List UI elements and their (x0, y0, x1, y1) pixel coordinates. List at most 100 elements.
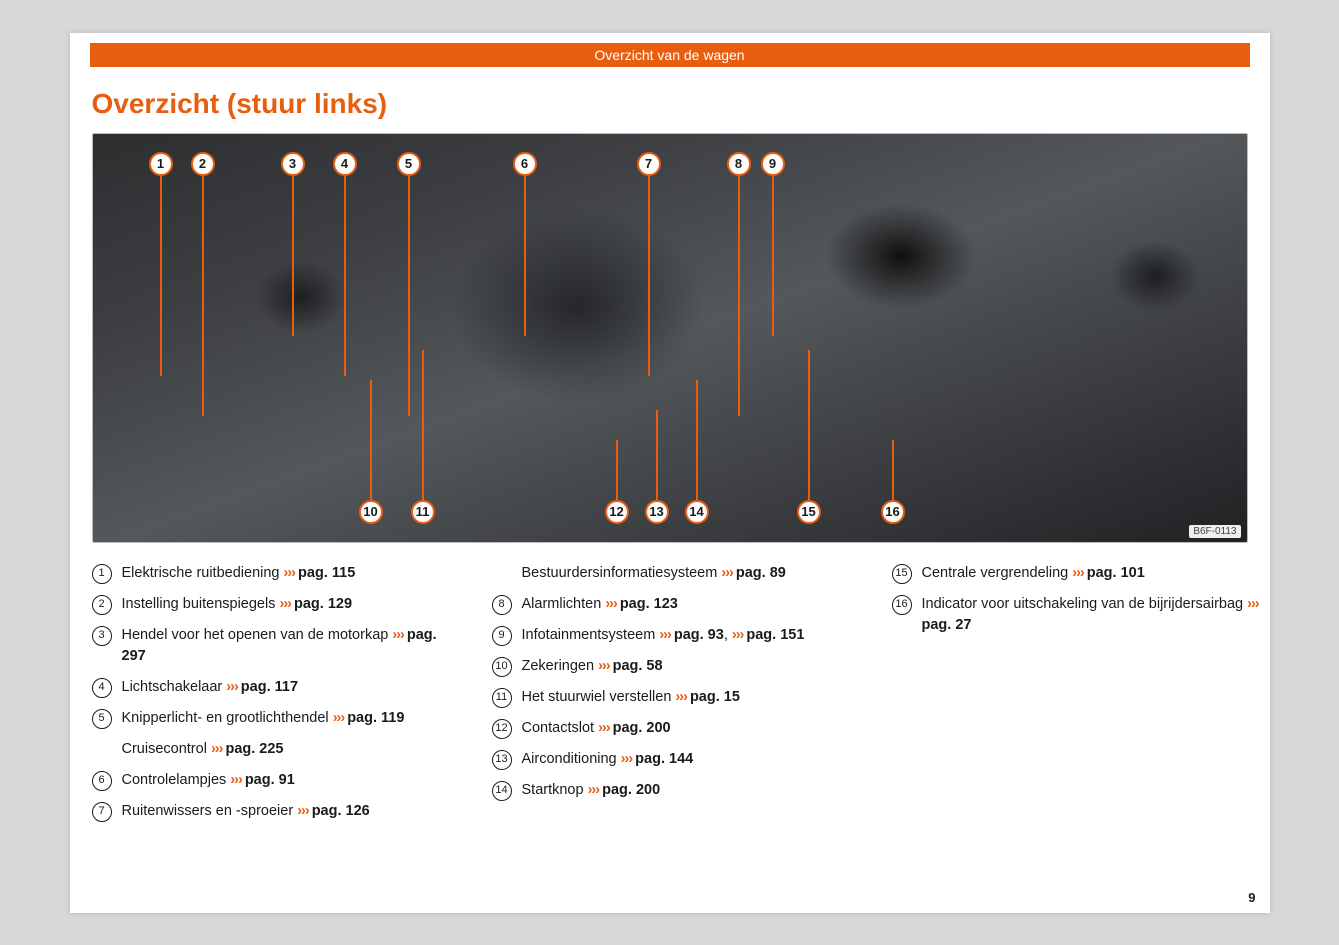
chevron-icon: ››› (598, 658, 613, 674)
legend-text: Startknop ››› pag. 200 (522, 780, 862, 801)
page-reference[interactable]: pag. 115 (298, 565, 355, 581)
leader-14 (696, 380, 698, 500)
legend-text: Het stuurwiel verstellen ››› pag. 15 (522, 687, 862, 708)
leader-9 (772, 176, 774, 336)
legend-item: 5Knipperlicht- en grootlichthendel ››› p… (92, 708, 462, 729)
legend-number: 1 (92, 564, 112, 584)
legend-text: Contactslot ››› pag. 200 (522, 718, 862, 739)
chevron-icon: ››› (588, 782, 603, 798)
page-reference[interactable]: pag. 93 (674, 627, 724, 643)
legend-text: Centrale vergrendeling ››› pag. 101 (922, 563, 1262, 584)
page-reference[interactable]: pag. 27 (922, 617, 972, 633)
callout-7: 7 (637, 152, 661, 176)
legend-number: 12 (492, 719, 512, 739)
legend-number: 14 (492, 781, 512, 801)
legend-columns: 1Elektrische ruitbediening ››› pag. 115 2… (92, 563, 1248, 832)
legend-text: Alarmlichten ››› pag. 123 (522, 594, 862, 615)
page-reference[interactable]: pag. 119 (347, 710, 404, 726)
callout-2: 2 (191, 152, 215, 176)
callout-1: 1 (149, 152, 173, 176)
callout-11: 11 (411, 500, 435, 524)
leader-12 (616, 440, 618, 500)
page-reference[interactable]: pag. 126 (312, 803, 370, 819)
page-reference[interactable]: pag. 123 (620, 596, 678, 612)
legend-item: 9Infotainmentsysteem ››› pag. 93, ››› pa… (492, 625, 862, 646)
page-reference[interactable]: pag. 200 (602, 782, 660, 798)
legend-item: 15 Centrale vergrendeling ››› pag. 101 (892, 563, 1262, 584)
legend-text: Knipperlicht- en grootlichthendel ››› pa… (122, 708, 462, 729)
legend-item: 1Elektrische ruitbediening ››› pag. 115 (92, 563, 462, 584)
legend-item: 14 Startknop ››› pag. 200 (492, 780, 862, 801)
legend-number: 10 (492, 657, 512, 677)
legend-item: 7 Ruitenwissers en -sproeier ››› pag. 126 (92, 801, 462, 822)
legend-text: Zekeringen ››› pag. 58 (522, 656, 862, 677)
legend-text: Bestuurdersinformatiesysteem ››› pag. 89 (522, 563, 862, 584)
legend-number: 9 (492, 626, 512, 646)
legend-item: 12 Contactslot ››› pag. 200 (492, 718, 862, 739)
leader-6 (524, 176, 526, 336)
leader-5 (408, 176, 410, 416)
chevron-icon: ››› (392, 627, 407, 643)
leader-7 (648, 176, 650, 376)
callout-5: 5 (397, 152, 421, 176)
legend-number: 11 (492, 688, 512, 708)
chevron-icon: ››› (1247, 596, 1259, 612)
page-reference[interactable]: pag. 89 (736, 565, 786, 581)
callout-3: 3 (281, 152, 305, 176)
legend-number (92, 740, 112, 760)
chapter-header: Overzicht van de wagen (90, 43, 1250, 67)
page-reference[interactable]: pag. 144 (635, 751, 693, 767)
page-reference[interactable]: pag. 15 (690, 689, 740, 705)
callout-13: 13 (645, 500, 669, 524)
image-code: B6F-0113 (1189, 525, 1240, 538)
leader-2 (202, 176, 204, 416)
legend-text: Ruitenwissers en -sproeier ››› pag. 126 (122, 801, 462, 822)
legend-text: Airconditioning ››› pag. 144 (522, 749, 862, 770)
legend-item: 4 Lichtschakelaar ››› pag. 117 (92, 677, 462, 698)
legend-item: 6Controlelampjes ››› pag. 91 (92, 770, 462, 791)
legend-number: 3 (92, 626, 112, 646)
page-reference[interactable]: pag. 91 (245, 772, 295, 788)
chevron-icon: ››› (297, 803, 312, 819)
chevron-icon: ››› (621, 751, 636, 767)
chevron-icon: ››› (721, 565, 736, 581)
legend-number: 13 (492, 750, 512, 770)
chevron-icon: ››› (284, 565, 299, 581)
legend-text: Cruisecontrol ››› pag. 225 (122, 739, 462, 760)
page-reference[interactable]: pag. 129 (294, 596, 352, 612)
callout-14: 14 (685, 500, 709, 524)
chevron-icon: ››› (211, 741, 226, 757)
leader-1 (160, 176, 162, 376)
leader-8 (738, 176, 740, 416)
legend-item: 3Hendel voor het openen van de motorkap … (92, 625, 462, 667)
legend-number: 4 (92, 678, 112, 698)
chevron-icon: ››› (605, 596, 620, 612)
legend-item: 8Alarmlichten ››› pag. 123 (492, 594, 862, 615)
page-number: 9 (1248, 890, 1255, 905)
page-reference[interactable]: pag. 200 (613, 720, 671, 736)
chevron-icon: ››› (230, 772, 245, 788)
manual-page: Overzicht van de wagen Overzicht (stuur … (70, 33, 1270, 913)
chevron-icon: ››› (598, 720, 613, 736)
legend-text: Lichtschakelaar ››› pag. 117 (122, 677, 462, 698)
leader-15 (808, 350, 810, 500)
legend-item: 13 Airconditioning ››› pag. 144 (492, 749, 862, 770)
callout-4: 4 (333, 152, 357, 176)
dashboard-figure: 12345678910111213141516 B6F-0113 (92, 133, 1248, 543)
page-reference[interactable]: pag. 151 (746, 627, 804, 643)
legend-text: Controlelampjes ››› pag. 91 (122, 770, 462, 791)
callout-12: 12 (605, 500, 629, 524)
page-reference[interactable]: pag. 58 (613, 658, 663, 674)
leader-4 (344, 176, 346, 376)
legend-item: 10 Zekeringen ››› pag. 58 (492, 656, 862, 677)
page-reference[interactable]: pag. 101 (1087, 565, 1145, 581)
legend-number: 7 (92, 802, 112, 822)
legend-item: 2Instelling buitenspiegels ››› pag. 129 (92, 594, 462, 615)
page-reference[interactable]: pag. 225 (225, 741, 283, 757)
chevron-icon: ››› (675, 689, 690, 705)
callout-10: 10 (359, 500, 383, 524)
page-reference[interactable]: pag. 117 (241, 679, 298, 695)
legend-text: Instelling buitenspiegels ››› pag. 129 (122, 594, 462, 615)
legend-item: 16Indicator voor uitschakeling van de bi… (892, 594, 1262, 636)
legend-number: 15 (892, 564, 912, 584)
